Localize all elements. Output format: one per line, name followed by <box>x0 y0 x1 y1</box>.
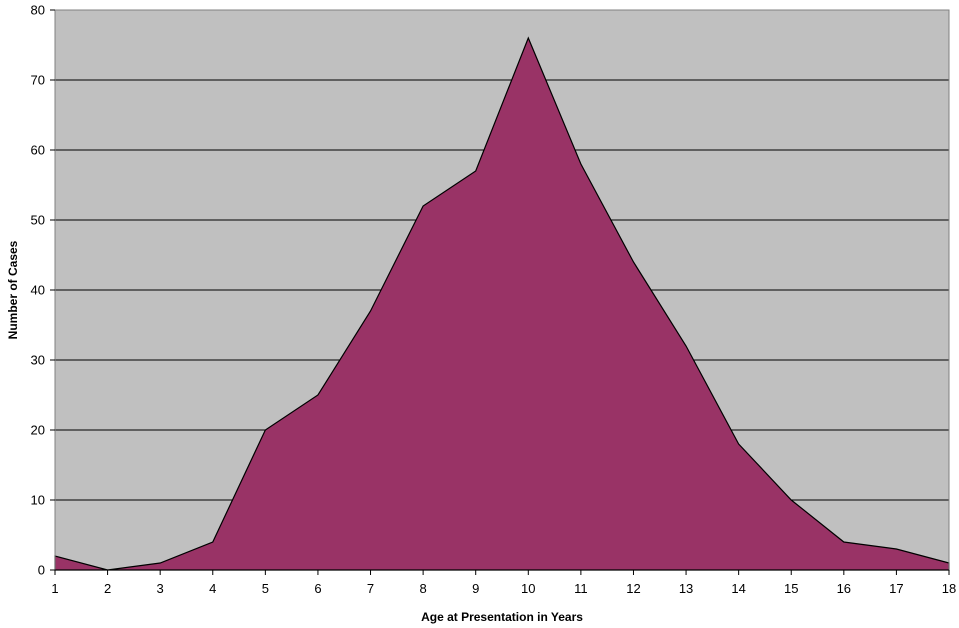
x-tick-label: 4 <box>209 581 216 596</box>
y-tick-label: 30 <box>31 353 45 368</box>
x-tick-label: 2 <box>104 581 111 596</box>
x-tick-label: 13 <box>679 581 693 596</box>
x-tick-label: 10 <box>521 581 535 596</box>
x-tick-label: 5 <box>262 581 269 596</box>
x-tick-label: 6 <box>314 581 321 596</box>
y-tick-label: 10 <box>31 493 45 508</box>
x-tick-label: 7 <box>367 581 374 596</box>
y-tick-label: 80 <box>31 3 45 18</box>
y-tick-label: 60 <box>31 143 45 158</box>
x-tick-label: 18 <box>942 581 956 596</box>
y-tick-label: 50 <box>31 213 45 228</box>
x-tick-label: 1 <box>51 581 58 596</box>
y-tick-label: 40 <box>31 283 45 298</box>
x-tick-label: 8 <box>420 581 427 596</box>
area-series <box>54 36 950 571</box>
x-tick-label: 3 <box>157 581 164 596</box>
x-tick-label: 9 <box>472 581 479 596</box>
y-tick-label: 0 <box>38 563 45 578</box>
x-tick-label: 14 <box>731 581 745 596</box>
y-axis-ticks: 0 10 20 30 40 50 60 70 80 <box>31 3 55 578</box>
y-tick-label: 20 <box>31 423 45 438</box>
x-tick-label: 15 <box>784 581 798 596</box>
x-tick-label: 11 <box>574 581 588 596</box>
x-axis-title: Age at Presentation in Years <box>421 610 583 624</box>
x-axis-ticks: 1 2 3 4 5 6 7 8 9 10 11 12 13 14 15 16 17 18 <box>51 569 956 596</box>
x-tick-label: 16 <box>837 581 851 596</box>
y-tick-label: 70 <box>31 73 45 88</box>
x-tick-label: 12 <box>626 581 640 596</box>
x-tick-label: 17 <box>889 581 903 596</box>
y-axis-title: Number of Cases <box>6 240 20 339</box>
